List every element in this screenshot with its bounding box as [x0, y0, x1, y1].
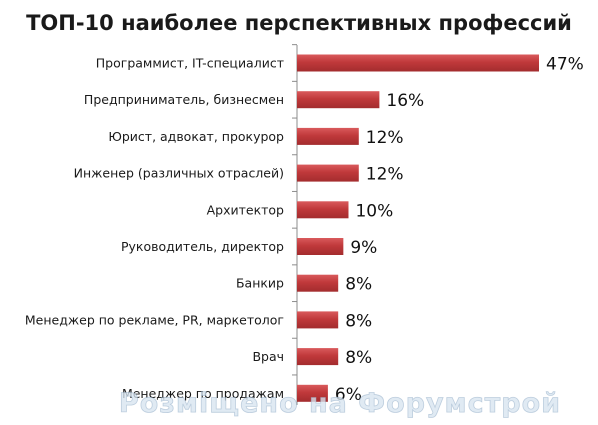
bar — [297, 54, 539, 72]
bar — [297, 91, 380, 109]
bar — [297, 127, 359, 145]
category-label: Менеджер по рекламе, PR, маркетолог — [25, 312, 284, 327]
bar — [297, 164, 359, 182]
category-label: Руководитель, директор — [121, 239, 284, 254]
value-label: 8% — [345, 311, 372, 331]
value-label: 10% — [355, 201, 393, 221]
value-label: 9% — [350, 238, 377, 258]
bar — [297, 348, 339, 366]
bar — [297, 201, 349, 219]
category-label: Врач — [252, 349, 284, 364]
category-label: Предприниматель, бизнесмен — [84, 92, 284, 107]
category-label: Менеджер по продажам — [122, 386, 284, 401]
category-label: Инженер (различных отраслей) — [74, 166, 284, 181]
bar — [297, 238, 344, 255]
value-label: 8% — [345, 348, 372, 368]
value-label: 6% — [335, 385, 362, 405]
value-label: 8% — [345, 275, 372, 295]
value-label: 12% — [366, 128, 404, 148]
watermark-text: Розміщено на Форумстрой — [119, 388, 561, 419]
value-label: 47% — [546, 55, 584, 75]
category-label: Банкир — [236, 276, 284, 291]
bar — [297, 311, 339, 329]
value-label: 16% — [386, 91, 424, 111]
value-label: 12% — [366, 165, 404, 185]
category-label: Программист, IT-специалист — [96, 56, 284, 71]
chart-title: ТОП-10 наиболее перспективных профессий — [26, 11, 572, 35]
category-label: Архитектор — [207, 202, 284, 217]
bar — [297, 384, 328, 402]
category-label: Юрист, адвокат, прокурор — [108, 129, 284, 144]
bar — [297, 274, 339, 292]
